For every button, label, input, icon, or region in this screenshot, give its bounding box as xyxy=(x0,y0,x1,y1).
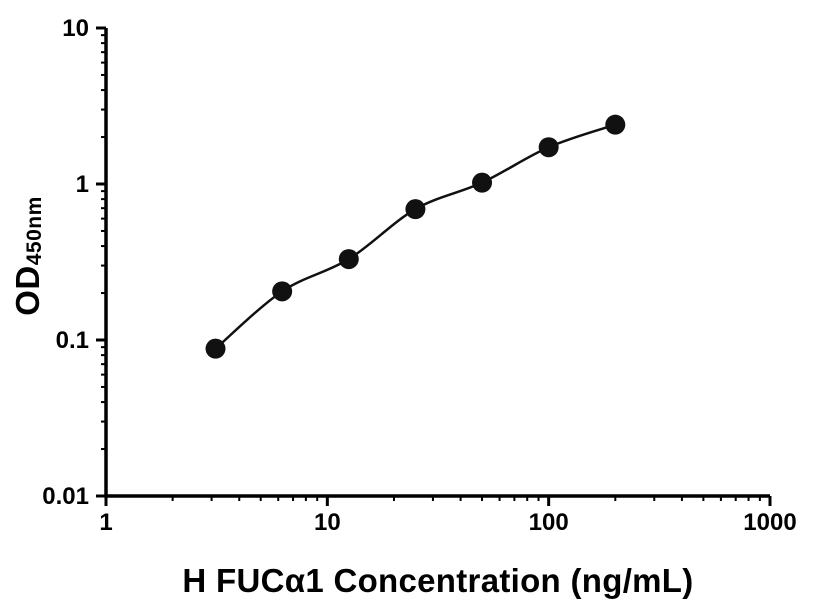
y-axis-title-subscript: 450nm xyxy=(23,196,46,266)
x-axis-title: H FUCα1 Concentration (ng/mL) xyxy=(182,562,694,599)
axis-spine xyxy=(104,28,770,498)
y-axis-title-main: OD xyxy=(9,265,46,316)
y-tick-label: 10 xyxy=(62,15,89,42)
data-point xyxy=(472,172,493,193)
y-tick-label: 1 xyxy=(76,171,89,198)
y-tick-label: 0.1 xyxy=(56,327,89,354)
data-point xyxy=(272,281,293,302)
standard-curve-line xyxy=(214,123,616,350)
data-point xyxy=(338,249,359,270)
x-tick-label: 1 xyxy=(99,509,112,536)
data-point xyxy=(205,338,226,359)
x-tick-label: 1000 xyxy=(743,509,796,536)
y-axis-title: OD 450nm xyxy=(9,156,51,356)
y-tick-label: 0.01 xyxy=(42,483,89,510)
x-tick-label: 10 xyxy=(314,509,341,536)
data-point xyxy=(605,114,626,135)
data-point xyxy=(405,199,426,220)
x-tick-label: 100 xyxy=(529,509,569,536)
data-point xyxy=(538,137,559,158)
